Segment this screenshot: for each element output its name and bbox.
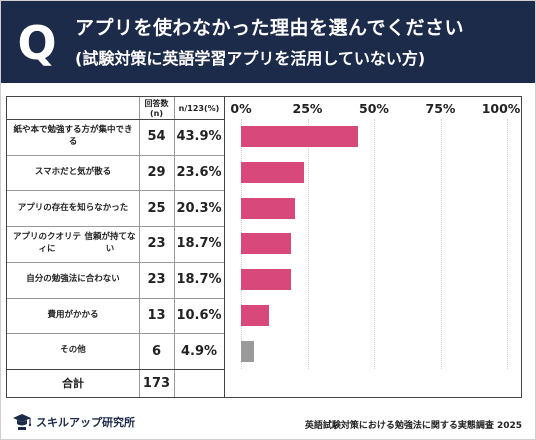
x-tick-label: 0% [230,101,252,116]
brand-logo: スキルアップ研究所 [12,412,135,432]
percent-value: 23.6% [176,165,222,181]
percent-value: 20.3% [176,200,222,216]
bar [241,304,270,326]
category-label: アプリのクオリティに 信頼が持てない [12,232,136,254]
count-value: 23 [147,272,166,288]
header-count: 回答数(n) [144,99,169,118]
header-percent: n/123(%) [178,103,220,113]
row-divider [7,154,224,156]
row-divider [7,297,224,299]
q-mark: Q [17,16,57,70]
source-note: 英語試験対策における勉強法に関する実態調査 2025 [304,421,522,431]
gridline [374,119,375,369]
percent-value: 4.9% [180,343,218,359]
percent-value: 43.9% [176,129,222,145]
count-value: 29 [147,165,166,181]
row-divider [7,261,224,263]
category-label: その他 [60,345,86,356]
x-tick-label: 25% [292,101,323,116]
x-tick-label: 75% [425,101,456,116]
bar-chart: 0% 25% 50% 75% 100% [225,97,521,397]
row-divider [7,190,224,192]
percent-value: 18.7% [176,236,222,252]
bar [241,197,295,219]
chart-subtitle: (試験対策に英語学習アプリを活用していない方) [75,49,426,68]
survey-table: 回答数(n) n/123(%) 紙や本で勉強する方が集中できる 54 43.9% スマ… [6,96,522,398]
column-divider [174,97,175,397]
total-label: 合計 [62,377,84,390]
category-label: 紙や本で勉強する方が集中できる [13,125,133,147]
x-tick-label: 100% [481,101,521,116]
gridline [507,119,508,369]
bar [241,340,255,362]
bar [241,162,304,184]
count-value: 6 [151,343,162,359]
count-value: 23 [147,236,166,252]
total-divider [7,369,224,370]
row-divider [7,226,224,228]
total-value: 173 [142,375,171,391]
category-label: 費用がかかる [47,309,99,320]
category-label: スマホだと気が散る [34,166,112,177]
percent-value: 18.7% [176,272,222,288]
category-label: 自分の勉強法に合わない [26,273,120,284]
category-label: アプリの存在を知らなかった [17,202,129,213]
chart-divider [224,97,225,397]
column-divider [139,97,140,397]
x-tick-label: 50% [359,101,389,116]
percent-value: 10.6% [176,307,222,323]
count-value: 25 [147,200,166,216]
bar [241,269,291,291]
bar [241,126,358,148]
header-divider [7,119,224,120]
chart-title: アプリを使わなかった理由を選んでください [75,17,465,39]
gridline [307,119,309,369]
graduation-cap-icon [13,414,32,430]
bar [241,233,291,255]
row-divider [7,333,224,335]
count-value: 13 [147,307,166,323]
brand-name: スキルアップ研究所 [36,416,135,429]
gridline [440,119,442,369]
count-value: 54 [147,129,166,145]
header-banner: Q アプリを使わなかった理由を選んでください (試験対策に英語学習アプリを活用し… [1,1,535,83]
